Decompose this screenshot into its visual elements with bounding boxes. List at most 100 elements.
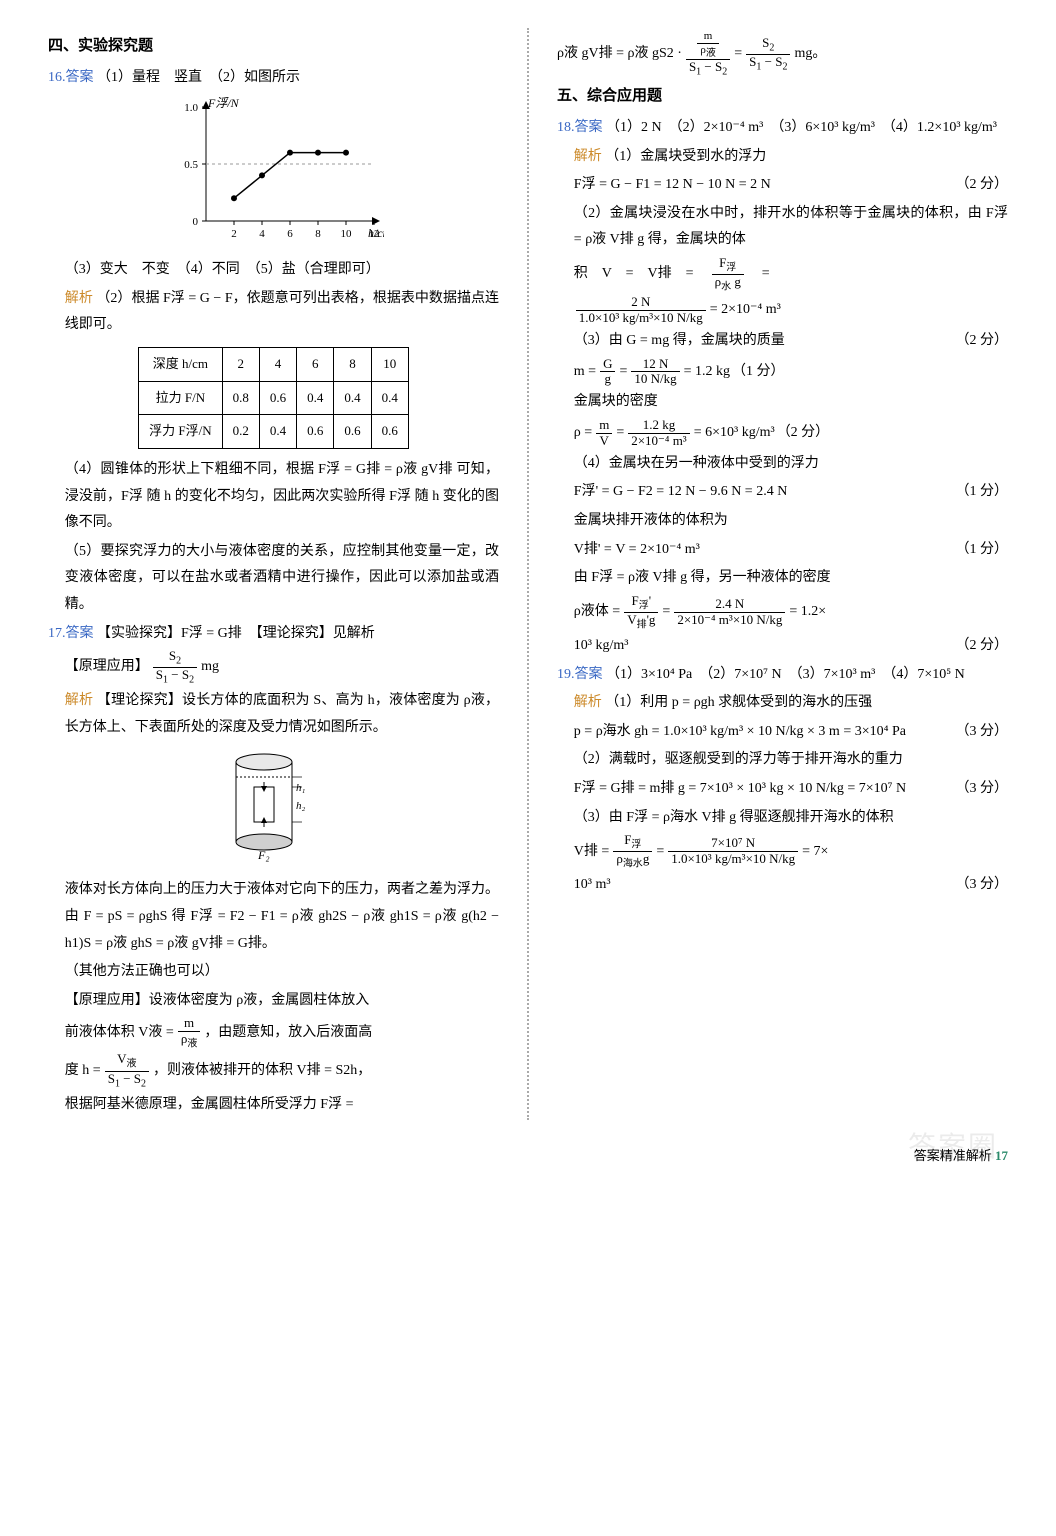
table-cell: 10 xyxy=(371,347,408,381)
q17-ans-b-prefix: 【原理应用】 xyxy=(65,654,149,681)
text: = 2×10⁻⁴ m³ xyxy=(710,297,781,324)
q18-p2c: 2 N1.0×10³ kg/m³×10 N/kg = 2×10⁻⁴ m³ xyxy=(557,295,1008,326)
table-cell: 0.6 xyxy=(371,415,408,449)
table-cell: 0.4 xyxy=(297,381,334,415)
score: （1 分） xyxy=(956,479,1009,506)
q18-p5b: F浮' = G − F2 = 12 N − 9.6 N = 2.4 N （1 分… xyxy=(557,479,1008,506)
q18-p1b: F浮 = G − F1 = 12 N − 10 N = 2 N （2 分） xyxy=(557,172,1008,199)
svg-text:0: 0 xyxy=(192,216,198,228)
fraction: S2S1 − S2 xyxy=(153,649,197,686)
text: = xyxy=(656,839,664,866)
q16-answer: 16.答案 （1）量程 竖直 （2）如图所示 xyxy=(48,65,499,92)
svg-text:8: 8 xyxy=(315,228,321,240)
page-footer: 答案精准解析 17 答案圈 xyxy=(48,1144,1008,1169)
q19-p3b: V排 = F浮ρ海水g = 7×10⁷ N1.0×10³ kg/m³×10 N/… xyxy=(557,833,1008,870)
q18-p7b: ρ液体 = F浮'V排'g = 2.4 N2×10⁻⁴ m³×10 N/kg =… xyxy=(557,594,1008,631)
fraction: 1.2 kg2×10⁻⁴ m³ xyxy=(628,418,690,449)
fraction: F浮ρ水 g xyxy=(712,256,744,293)
fraction: Gg xyxy=(600,357,615,388)
table-cell: 2 xyxy=(222,347,259,381)
section-5-title: 五、综合应用题 xyxy=(557,82,1008,111)
text: = xyxy=(734,41,742,68)
answer-label: 答案 xyxy=(575,120,603,135)
jx-label: 解析 xyxy=(574,149,602,164)
svg-text:6: 6 xyxy=(287,228,293,240)
q17-num: 17. xyxy=(48,626,66,641)
q17-jx-d: 【原理应用】设液体密度为 ρ液，金属圆柱体放入 xyxy=(48,988,499,1015)
text: = xyxy=(619,359,627,386)
watermark: 答案圈 xyxy=(908,1120,998,1173)
text: F浮' = G − F2 = 12 N − 9.6 N = 2.4 N xyxy=(574,484,788,499)
text: 度 h = xyxy=(65,1058,101,1085)
q18-p3: （3）由 G = mg 得，金属块的质量 xyxy=(557,328,1008,355)
text: = 7× xyxy=(802,839,828,866)
text: = 6×10³ kg/m³ xyxy=(694,420,775,447)
fraction: mρ液 S1 − S2 xyxy=(686,30,730,78)
text: （1）金属块受到水的浮力 xyxy=(605,149,766,164)
answer-label: 答案 xyxy=(66,626,94,641)
q18-p7: 由 F浮 = ρ液 V排 g 得，另一种液体的密度 xyxy=(557,565,1008,592)
mg-text: mg xyxy=(201,654,219,681)
q19-ans-text: （1）3×10⁴ Pa （2）7×10⁷ N （3）7×10³ m³ （4）7×… xyxy=(606,667,965,682)
text: ，则液体被排开的体积 V排 = S2h， xyxy=(153,1058,371,1085)
column-divider xyxy=(527,28,529,1120)
score: （1 分） xyxy=(956,537,1009,564)
q18-p6b: V排' = V = 2×10⁻⁴ m³ （1 分） xyxy=(557,537,1008,564)
q16-jx-b: （4）圆锥体的形状上下粗细不同，根据 F浮 = G排 = ρ液 gV排 可知，浸… xyxy=(48,457,499,537)
q17-diagram: h₁ h₂ F₂ xyxy=(48,747,499,867)
table-cell: 4 xyxy=(259,347,296,381)
q18-p4: 金属块的密度 xyxy=(557,389,1008,416)
text: 积 V = V排 = xyxy=(574,261,708,288)
score: （2 分） xyxy=(956,328,1009,355)
score: （3 分） xyxy=(956,719,1009,746)
q17-jx-a-text: 【理论探究】设长方体的底面积为 S、高为 h，液体密度为 ρ液，长方体上、下表面… xyxy=(65,693,499,735)
svg-text:h₂: h₂ xyxy=(296,800,306,812)
table-cell: 0.6 xyxy=(297,415,334,449)
fraction: mρ液 xyxy=(178,1016,201,1050)
jx-label: 解析 xyxy=(574,695,602,710)
q19-p2b: F浮 = G排 = m排 g = 7×10³ × 10³ kg × 10 N/k… xyxy=(557,776,1008,803)
q16-jx-a: 解析 （2）根据 F浮 = G − F，依题意可列出表格，根据表中数据描点连线即… xyxy=(48,286,499,339)
fraction: V液S1 − S2 xyxy=(105,1052,149,1089)
q18-ans-text: （1）2 N （2）2×10⁻⁴ m³ （3）6×10³ kg/m³ （4）1.… xyxy=(606,120,997,135)
answer-label: 答案 xyxy=(66,70,94,85)
fraction: 2.4 N2×10⁻⁴ m³×10 N/kg xyxy=(674,597,785,628)
q19-p3c: 10³ m³ （3 分） xyxy=(557,872,1008,899)
section-4-title: 四、实验探究题 xyxy=(48,32,499,61)
svg-text:4: 4 xyxy=(259,228,265,240)
text: 10³ kg/m³ xyxy=(574,638,629,653)
score: （3 分） xyxy=(956,872,1009,899)
q19-p2: （2）满载时，驱逐舰受到的浮力等于排开海水的重力 xyxy=(557,747,1008,774)
table-cell: 8 xyxy=(334,347,371,381)
q16-chart: 2468101200.51.0F浮/Nh/cm xyxy=(48,97,499,247)
text: = xyxy=(616,420,624,447)
text: = xyxy=(748,261,770,288)
fraction: 12 N10 N/kg xyxy=(631,357,679,388)
q18-p1: 解析 （1）金属块受到水的浮力 xyxy=(557,144,1008,171)
q17-ans-b: 【原理应用】 S2S1 − S2 mg xyxy=(48,649,499,686)
q18-p6: 金属块排开液体的体积为 xyxy=(557,508,1008,535)
score: （2 分） xyxy=(777,420,830,447)
table-cell: 拉力 F/N xyxy=(139,381,222,415)
q19-answer: 19.答案 （1）3×10⁴ Pa （2）7×10⁷ N （3）7×10³ m³… xyxy=(557,662,1008,689)
q18-p2b: 积 V = V排 = F浮ρ水 g = xyxy=(557,256,1008,293)
q17-jx-b: 液体对长方体向上的压力大于液体对它向下的压力，两者之差为浮力。由 F = pS … xyxy=(48,877,499,957)
table-cell: 0.4 xyxy=(334,381,371,415)
jx-label: 解析 xyxy=(65,693,93,708)
q16-line3: （3）变大 不变 （4）不同 （5）盐（合理即可） xyxy=(48,257,499,284)
svg-text:1.0: 1.0 xyxy=(184,102,198,114)
svg-text:10: 10 xyxy=(340,228,352,240)
f2-label: F₂ xyxy=(257,848,270,862)
q16-num: 16. xyxy=(48,70,66,85)
table-cell: 0.4 xyxy=(259,415,296,449)
fraction: 2 N1.0×10³ kg/m³×10 N/kg xyxy=(576,295,706,326)
q17-jx-c: （其他方法正确也可以） xyxy=(48,959,499,986)
continuation-line: ρ液 gV排 = ρ液 gS2 · mρ液 S1 − S2 = S2S1 − S… xyxy=(557,30,1008,78)
text: V排 = xyxy=(574,839,610,866)
text: ρ = xyxy=(574,420,592,447)
q17-jx-f: 度 h = V液S1 − S2 ，则液体被排开的体积 V排 = S2h， xyxy=(48,1052,499,1089)
svg-text:2: 2 xyxy=(231,228,237,240)
table-cell: 0.6 xyxy=(334,415,371,449)
table-cell: 0.8 xyxy=(222,381,259,415)
fraction: 7×10⁷ N1.0×10³ kg/m³×10 N/kg xyxy=(668,836,798,867)
